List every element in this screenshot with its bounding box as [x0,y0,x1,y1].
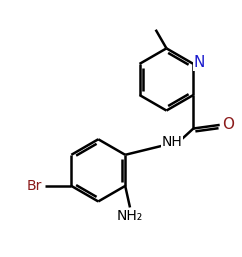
Text: O: O [222,117,234,132]
Text: N: N [194,55,205,70]
Text: NH: NH [161,135,182,149]
Text: NH₂: NH₂ [117,209,143,223]
Text: Br: Br [27,179,42,193]
